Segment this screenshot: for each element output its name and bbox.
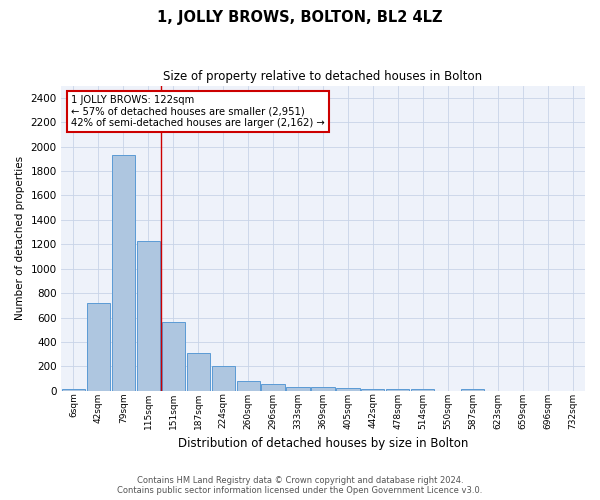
Text: 1, JOLLY BROWS, BOLTON, BL2 4LZ: 1, JOLLY BROWS, BOLTON, BL2 4LZ bbox=[157, 10, 443, 25]
Y-axis label: Number of detached properties: Number of detached properties bbox=[15, 156, 25, 320]
Bar bbox=[337, 388, 359, 391]
X-axis label: Distribution of detached houses by size in Bolton: Distribution of detached houses by size … bbox=[178, 437, 468, 450]
Bar bbox=[112, 155, 135, 391]
Bar bbox=[62, 389, 85, 391]
Bar bbox=[236, 381, 260, 391]
Text: 1 JOLLY BROWS: 122sqm
← 57% of detached houses are smaller (2,951)
42% of semi-d: 1 JOLLY BROWS: 122sqm ← 57% of detached … bbox=[71, 94, 325, 128]
Bar bbox=[87, 303, 110, 391]
Bar bbox=[187, 353, 210, 391]
Title: Size of property relative to detached houses in Bolton: Size of property relative to detached ho… bbox=[163, 70, 482, 83]
Bar bbox=[212, 366, 235, 391]
Bar bbox=[137, 242, 160, 391]
Bar bbox=[286, 386, 310, 391]
Bar bbox=[262, 384, 284, 391]
Bar bbox=[311, 386, 335, 391]
Bar bbox=[386, 389, 409, 391]
Bar bbox=[361, 389, 385, 391]
Bar bbox=[411, 389, 434, 391]
Bar bbox=[161, 322, 185, 391]
Bar bbox=[461, 389, 484, 391]
Text: Contains HM Land Registry data © Crown copyright and database right 2024.
Contai: Contains HM Land Registry data © Crown c… bbox=[118, 476, 482, 495]
